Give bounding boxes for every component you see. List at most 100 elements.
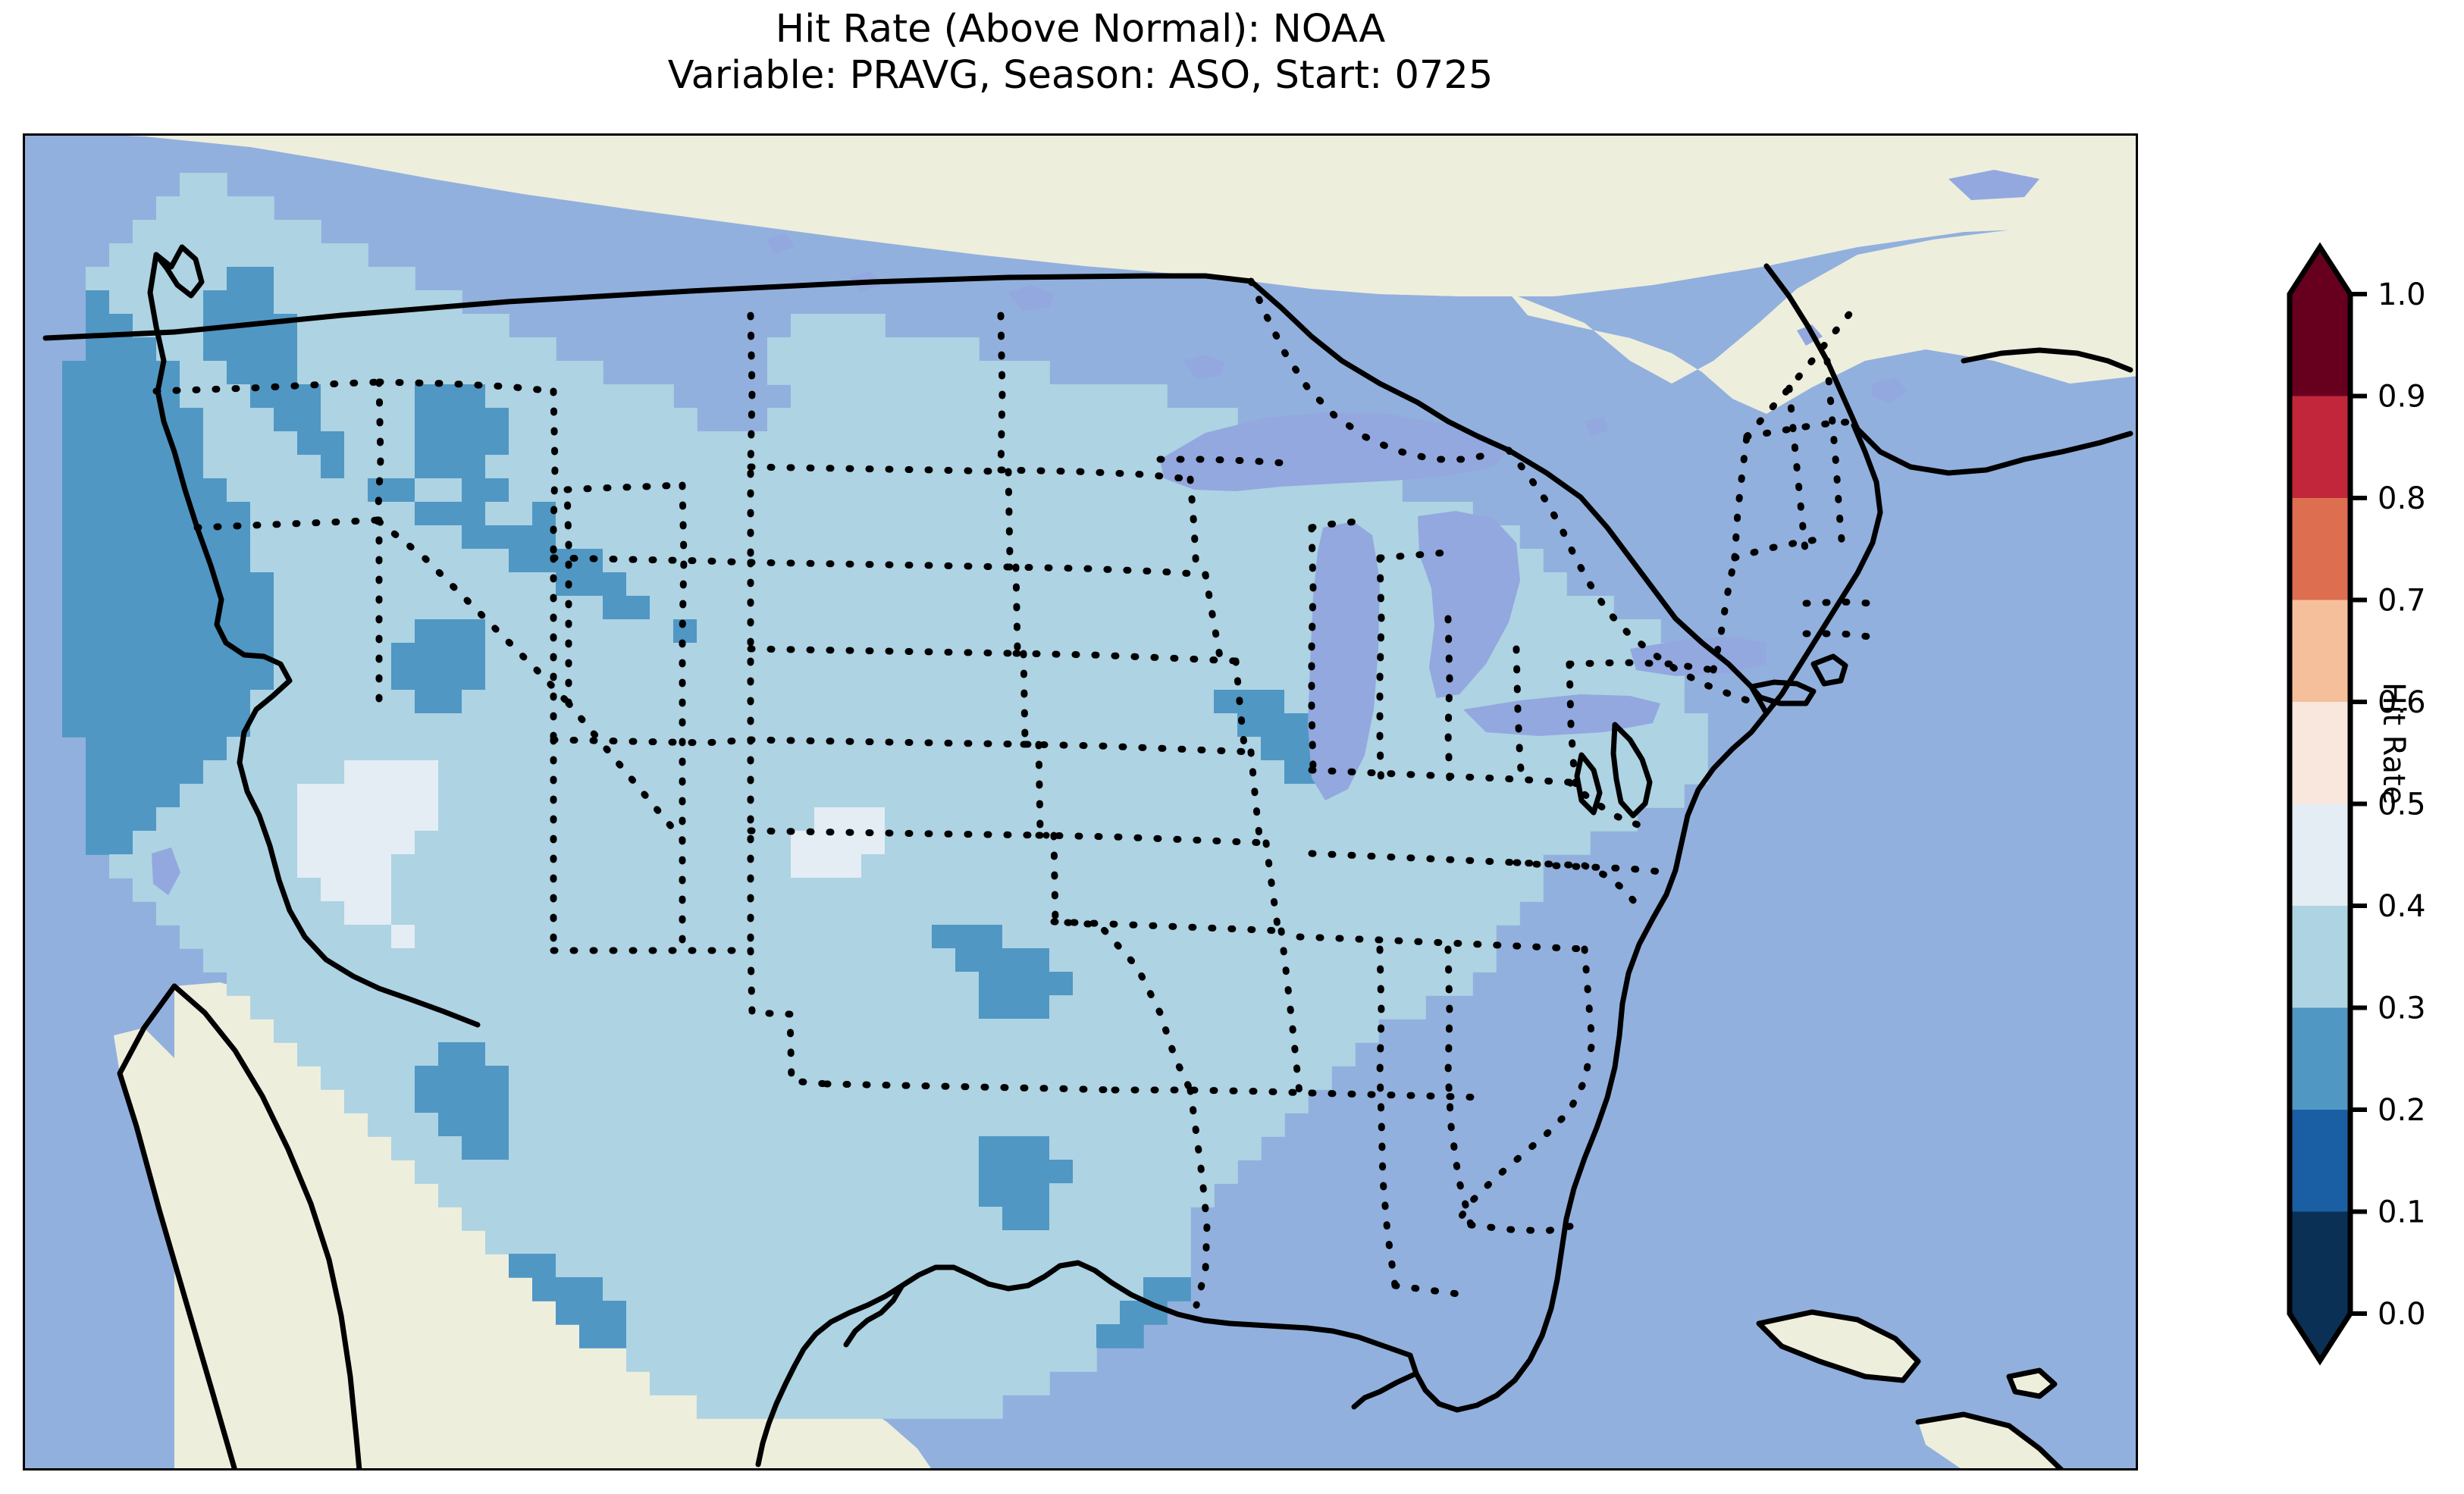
colorbar-ticks: 0.0 0.1 0.2 0.3 0.4 0.5 0.6 0.7 0.8 0.9 1.0 bbox=[2350, 277, 2426, 1332]
grid-cell-run bbox=[979, 1113, 1191, 1137]
coastline-path bbox=[1248, 278, 1512, 453]
grid-cell-run bbox=[979, 1066, 1238, 1090]
colorbar-swatches bbox=[2287, 242, 2353, 1366]
grid-cell-run bbox=[814, 807, 886, 832]
grid-cell-run bbox=[767, 1371, 956, 1395]
grid-cell-run bbox=[650, 948, 956, 973]
grid-cell-run bbox=[321, 408, 415, 432]
grid-cell-run bbox=[62, 619, 274, 644]
grid-cell-run bbox=[438, 760, 556, 785]
grid-cell-run bbox=[415, 1089, 509, 1113]
grid-cell-run bbox=[979, 972, 1074, 996]
coastline-borders bbox=[42, 244, 2133, 1471]
state-border-path bbox=[1566, 660, 1581, 797]
grid-cell-run bbox=[274, 643, 392, 667]
state-border-path bbox=[1710, 554, 1738, 674]
grid-cell-run bbox=[250, 525, 462, 550]
state-border-path bbox=[747, 463, 1005, 475]
outside-land bbox=[68, 133, 2138, 1471]
grid-cell-run bbox=[297, 1042, 439, 1066]
coastline-path bbox=[2006, 1367, 2058, 1399]
grid-cell-run bbox=[415, 690, 462, 714]
grid-cell-run bbox=[556, 502, 909, 526]
grid-cell-run bbox=[556, 1254, 792, 1278]
grid-cell-run bbox=[62, 690, 251, 714]
grid-cell-run bbox=[62, 431, 204, 456]
grid-cell-run bbox=[1331, 972, 1473, 996]
grid-cell-run bbox=[838, 878, 1262, 902]
state-border-path bbox=[1012, 650, 1240, 665]
grid-cell-run bbox=[485, 455, 745, 479]
coastline-path bbox=[1961, 347, 2133, 373]
coastline-path bbox=[42, 273, 1254, 341]
grid-cell-run bbox=[650, 1371, 768, 1395]
grid-cell-run bbox=[156, 196, 274, 221]
state-border-path bbox=[1581, 862, 1645, 915]
grid-cell-run bbox=[321, 1066, 415, 1090]
grid-cell-run bbox=[462, 995, 674, 1019]
grid-cell-run bbox=[673, 972, 980, 996]
grid-cell-run bbox=[438, 807, 556, 832]
grid-cell-run bbox=[1167, 1136, 1262, 1160]
grid-cell-run bbox=[791, 1301, 1027, 1325]
great-lakes bbox=[152, 170, 2039, 895]
grid-cell-run bbox=[227, 478, 368, 503]
colorbar-tick-label: 0.8 bbox=[2378, 481, 2426, 516]
grid-cell-run bbox=[485, 384, 674, 409]
state-border-path bbox=[1376, 554, 1385, 797]
state-border-path bbox=[1020, 741, 1255, 756]
colorbar-tick-label: 0.1 bbox=[2378, 1195, 2426, 1230]
grid-cell-run bbox=[626, 1301, 792, 1325]
grid-cell-run bbox=[297, 431, 345, 456]
state-border-path bbox=[997, 466, 1194, 483]
coastline-path bbox=[1915, 1411, 2065, 1471]
state-border-path bbox=[1566, 659, 1717, 674]
coastline-path bbox=[755, 1260, 1413, 1467]
grid-cell-run bbox=[885, 901, 1285, 926]
grid-cell-run bbox=[673, 995, 980, 1019]
grid-cell-run bbox=[86, 831, 133, 855]
state-border-path bbox=[1376, 945, 1399, 1289]
grid-cell-run bbox=[603, 596, 650, 620]
grid-cell-run bbox=[509, 408, 698, 432]
grid-cell-run bbox=[485, 502, 533, 526]
coastline-path bbox=[147, 252, 481, 1028]
state-border-path bbox=[1035, 832, 1270, 847]
grid-cell-run bbox=[438, 784, 556, 808]
state-border-path bbox=[1308, 524, 1317, 774]
grid-cell-run bbox=[462, 690, 745, 714]
state-borders bbox=[152, 277, 1876, 1309]
grid-cell-run bbox=[979, 1089, 1215, 1113]
state-border-path bbox=[550, 554, 754, 566]
grid-cell-run bbox=[626, 1348, 768, 1372]
state-border-path bbox=[747, 827, 1050, 839]
grid-cell-run bbox=[62, 502, 251, 526]
grid-cell-run bbox=[767, 337, 980, 362]
grid-cell-run bbox=[673, 1136, 980, 1160]
grid-cell-run bbox=[1237, 1066, 1332, 1090]
colorbar-tick-label: 0.3 bbox=[2378, 991, 2426, 1026]
grid-cell-run bbox=[415, 502, 486, 526]
grid-cell-run bbox=[1261, 807, 1638, 832]
grid-cell-run bbox=[321, 878, 392, 902]
grid-cell-run bbox=[932, 925, 1003, 949]
grid-cell-run bbox=[626, 925, 933, 949]
grid-cell-run bbox=[62, 408, 204, 432]
grid-cell-run bbox=[203, 431, 298, 456]
colorbar-axis-label: Hit Rate bbox=[2376, 682, 2411, 805]
grid-cell-run bbox=[274, 572, 556, 597]
grid-cell-run bbox=[415, 408, 509, 432]
grid-cell-run bbox=[1049, 995, 1309, 1019]
grid-cell-run bbox=[885, 807, 1262, 832]
coastline-path bbox=[843, 1283, 905, 1348]
grid-cell-run bbox=[109, 854, 298, 879]
colorbar-tick-label: 0.7 bbox=[2378, 584, 2426, 619]
grid-cell-run bbox=[556, 1301, 627, 1325]
grid-cell-run bbox=[603, 1277, 792, 1301]
grid-cell-run bbox=[509, 1066, 674, 1090]
state-border-path bbox=[747, 645, 1020, 657]
grid-cell-run bbox=[509, 431, 721, 456]
state-border-path bbox=[1308, 766, 1573, 786]
grid-cell-run bbox=[485, 1042, 674, 1066]
grid-cell-run bbox=[1190, 1113, 1285, 1137]
